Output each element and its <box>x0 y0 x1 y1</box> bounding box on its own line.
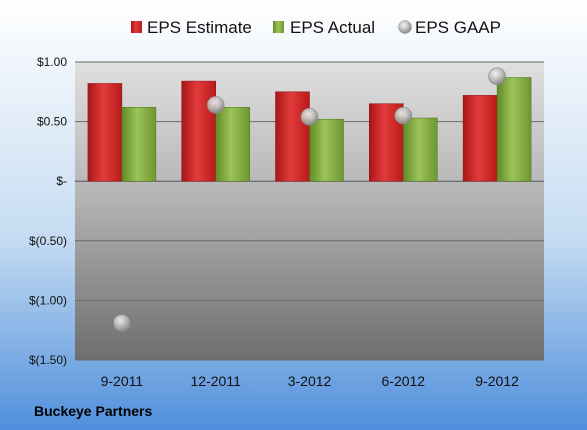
bar-eps-actual <box>309 118 344 182</box>
y-tick-label: $1.00 <box>37 55 67 69</box>
y-tick-label: $- <box>56 174 67 188</box>
x-tick-label: 3-2012 <box>288 373 332 389</box>
legend-swatch <box>398 20 412 34</box>
y-tick-label: $(1.50) <box>29 353 67 367</box>
company-name: Buckeye Partners <box>34 403 153 419</box>
y-tick-label: $(1.00) <box>29 293 67 307</box>
legend: EPS Estimate EPS Actual EPS GAAP <box>131 18 501 37</box>
gaap-points <box>113 67 506 332</box>
bar-eps-estimate <box>275 91 310 182</box>
bar-eps-estimate <box>369 103 404 182</box>
y-axis: $1.00 $0.50 $- $(0.50) $(1.00) $(1.50) <box>29 55 67 367</box>
bar-eps-actual <box>496 77 532 182</box>
legend-swatch <box>273 21 284 33</box>
y-tick-label: $(0.50) <box>29 234 67 248</box>
legend-label: EPS GAAP <box>415 18 501 37</box>
x-tick-label: 12-2011 <box>191 373 242 389</box>
bar-eps-actual <box>403 117 438 182</box>
bar-eps-actual <box>121 107 157 182</box>
x-axis: 9-2011 12-2011 3-2012 6-2012 9-2012 <box>101 373 519 389</box>
legend-label: EPS Actual <box>290 18 375 37</box>
x-tick-label: 9-2011 <box>101 373 144 389</box>
bar-eps-estimate <box>181 80 216 182</box>
legend-swatch <box>131 21 142 33</box>
bar-eps-actual <box>215 107 250 182</box>
point-eps-gaap <box>394 106 413 125</box>
point-eps-gaap <box>488 67 506 86</box>
bar-eps-estimate <box>462 95 498 182</box>
legend-label: EPS Estimate <box>147 18 252 37</box>
x-tick-label: 6-2012 <box>382 373 426 389</box>
bars <box>87 77 532 182</box>
point-eps-gaap <box>300 108 319 126</box>
point-eps-gaap <box>113 314 131 332</box>
point-eps-gaap <box>206 96 225 114</box>
x-tick-label: 9-2012 <box>475 373 519 389</box>
bar-eps-estimate <box>87 83 123 182</box>
y-tick-label: $0.50 <box>37 115 67 129</box>
